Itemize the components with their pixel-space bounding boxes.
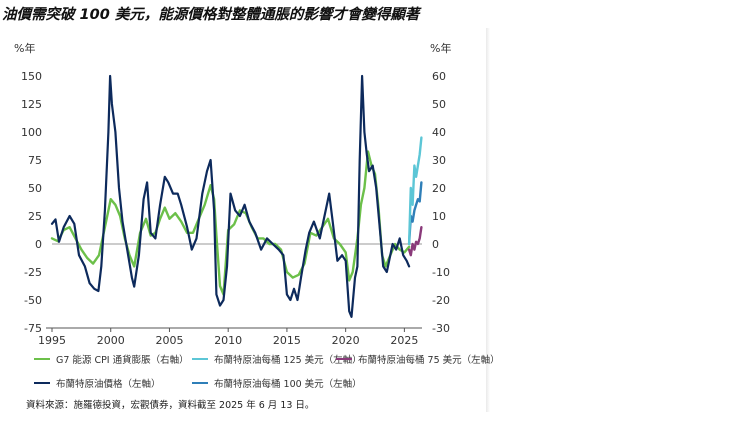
right-tick-label: 50 [432, 98, 446, 111]
legend-swatch [34, 382, 50, 384]
left-tick-label: -25 [24, 266, 42, 279]
left-tick-label: 25 [28, 210, 42, 223]
left-axis-unit: %年 [14, 41, 35, 55]
source-note: 資料來源：施羅德投資，宏觀債券，資料截至 2025 年 6 月 13 日。 [26, 400, 315, 411]
series-line-2 [407, 136, 423, 246]
left-tick-label: 150 [21, 70, 42, 83]
series-line-1 [50, 150, 411, 296]
left-tick-label: 0 [35, 238, 42, 251]
legend-item-oil-125: 布蘭特原油每桶 125 美元（左軸） [192, 352, 362, 366]
right-axis-unit: %年 [430, 41, 451, 55]
left-tick-label: -50 [24, 294, 42, 307]
right-tick-label: 10 [432, 210, 446, 223]
chart-svg: %年 %年1501251007550250-25-50-7560504030201… [14, 41, 451, 347]
x-tick-label: 2015 [273, 334, 301, 347]
left-tick-label: -75 [24, 322, 42, 335]
chart-panel: %年 %年 150 125 100 75 50 25 0 -25 -50 -75 60 50 40 30 20 1… [0, 28, 488, 412]
panel-edge [486, 28, 490, 412]
x-tick-label: 2000 [97, 334, 125, 347]
legend-item-oil-75: 布蘭特原油每桶 75 美元（左軸） [336, 352, 500, 366]
x-tick-label: 2010 [214, 334, 242, 347]
legend-item-oil-100: 布蘭特原油每桶 100 美元（左軸） [192, 376, 362, 390]
legend-swatch [34, 358, 50, 360]
legend-label: 布蘭特原油每桶 75 美元（左軸） [358, 355, 500, 366]
left-tick-label: 75 [28, 154, 42, 167]
right-tick-label: 0 [432, 238, 439, 251]
x-tick-label: 2020 [332, 334, 360, 347]
x-tick-label: 2025 [390, 334, 418, 347]
legend-label: 布蘭特原油價格（左軸） [56, 379, 161, 390]
right-tick-label: -30 [432, 322, 450, 335]
left-tick-label: 125 [21, 98, 42, 111]
left-tick-label: 50 [28, 182, 42, 195]
right-tick-label: 60 [432, 70, 446, 83]
right-tick-label: -20 [432, 294, 450, 307]
left-tick-label: 100 [21, 126, 42, 139]
legend-swatch [192, 358, 208, 360]
right-tick-label: 30 [432, 154, 446, 167]
right-tick-label: 20 [432, 182, 446, 195]
legend-label: 布蘭特原油每桶 100 美元（左軸） [214, 379, 362, 390]
right-tick-label: 40 [432, 126, 446, 139]
legend-label: G7 能源 CPI 通貨膨脹（右軸） [56, 355, 189, 366]
x-tick-label: 2005 [155, 334, 183, 347]
right-tick-label: -10 [432, 266, 450, 279]
legend-item-oil-price: 布蘭特原油價格（左軸） [34, 376, 161, 390]
page-title: 油價需突破 100 美元，能源價格對整體通脹的影響才會變得顯著 [2, 7, 420, 23]
series-line-0 [50, 74, 411, 318]
x-tick-label: 1995 [38, 334, 66, 347]
legend-label: 布蘭特原油每桶 125 美元（左軸） [214, 355, 362, 366]
series-line-4 [407, 225, 423, 257]
legend-item-g7-cpi: G7 能源 CPI 通貨膨脹（右軸） [34, 352, 189, 366]
legend-swatch [336, 358, 352, 360]
legend-swatch [192, 382, 208, 384]
